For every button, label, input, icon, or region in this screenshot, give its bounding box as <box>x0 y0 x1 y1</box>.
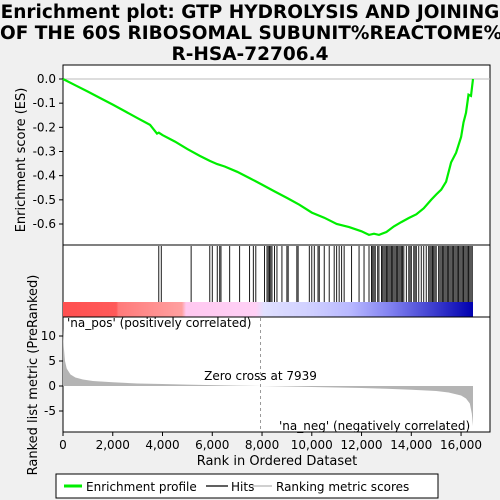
x-tick-label: 4,000 <box>145 438 179 452</box>
x-tick-label: 0 <box>59 438 67 452</box>
es-curve-group <box>62 78 475 237</box>
es-y-tick-label: -0.3 <box>33 145 56 159</box>
title-line-3: R-HSA-72706.4 <box>171 44 329 65</box>
es-y-tick-label: -0.6 <box>33 217 56 231</box>
hits-panel <box>62 244 491 318</box>
pos-label: 'na_pos' (positively correlated) <box>67 316 251 330</box>
x-tick-label: 6,000 <box>195 438 229 452</box>
x-axis-label: Rank in Ordered Dataset <box>197 454 358 469</box>
x-axis: 0 2,000 4,000 6,000 8,000 10,000 12,000 14,000 1… <box>59 432 482 452</box>
zero-cross-label: Zero cross at 7939 <box>204 369 317 383</box>
es-y-axis-label: Enrichment score (ES) <box>14 88 29 233</box>
metric-panel: Zero cross at 7939 'na_pos' (positively … <box>26 275 491 476</box>
hit-lines <box>158 246 473 302</box>
legend-hits-label: Hits <box>231 480 254 494</box>
es-y-axis: 0.0 -0.1 -0.2 -0.3 -0.4 -0.5 -0.6 <box>33 72 63 231</box>
es-y-tick-label: 0.0 <box>37 72 56 86</box>
es-y-tick-label: -0.5 <box>33 193 56 207</box>
metric-y-axis: 10 5 0 -5 <box>41 329 63 418</box>
es-y-tick-label: -0.2 <box>33 120 56 134</box>
legend-frame <box>55 473 439 499</box>
x-tick-label: 2,000 <box>96 438 130 452</box>
chart-title: Enrichment plot: GTP HYDROLYSIS AND JOIN… <box>0 2 500 65</box>
metric-y-tick-label: -5 <box>44 404 56 418</box>
legend-enrichment-label: Enrichment profile <box>86 480 197 494</box>
title-line-2: OF THE 60S RIBOSOMAL SUBUNIT%REACTOME% <box>0 23 500 44</box>
enrichment-curve <box>62 78 475 237</box>
metric-y-tick-label: 10 <box>41 329 56 343</box>
metric-y-axis-label: Ranked list metric (PreRanked) <box>26 275 41 476</box>
es-panel: 0.0 -0.1 -0.2 -0.3 -0.4 -0.5 -0.6 Enrichment s… <box>14 64 491 246</box>
neg-label: 'na_neg' (negatively correlated) <box>279 419 470 433</box>
es-y-tick-label: -0.1 <box>33 96 56 110</box>
metric-y-tick-label: 5 <box>48 354 56 368</box>
x-tick-label: 16,000 <box>440 438 482 452</box>
x-tick-label: 12,000 <box>341 438 383 452</box>
title-line-1: Enrichment plot: GTP HYDROLYSIS AND JOIN… <box>0 2 500 23</box>
es-panel-frame <box>62 64 491 246</box>
legend-metric-label: Ranking metric scores <box>276 480 409 494</box>
legend: Enrichment profile Hits Ranking metric s… <box>55 473 439 499</box>
metric-panel-frame <box>62 316 491 433</box>
es-y-tick-label: -0.4 <box>33 169 56 183</box>
x-tick-label: 14,000 <box>390 438 432 452</box>
metric-y-tick-label: 0 <box>48 379 56 393</box>
x-tick-label: 8,000 <box>245 438 279 452</box>
ranking-color-bar <box>63 302 473 317</box>
x-tick-label: 10,000 <box>291 438 333 452</box>
